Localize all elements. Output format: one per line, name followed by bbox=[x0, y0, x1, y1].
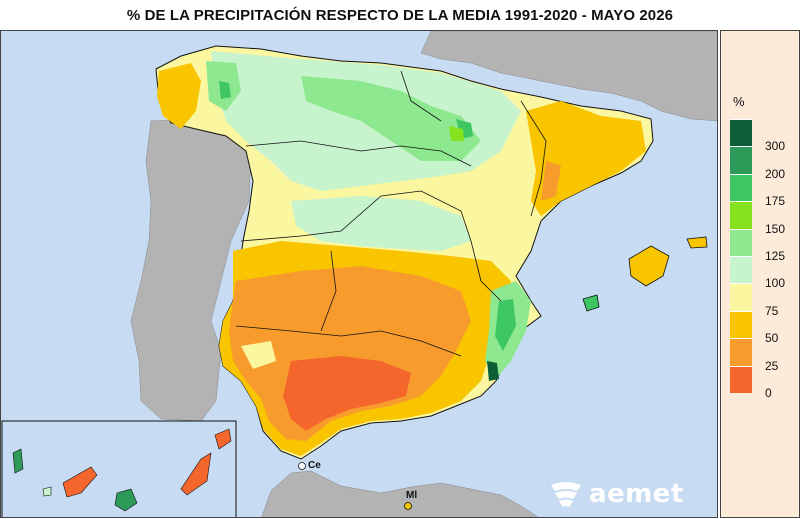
canary-lanzarote bbox=[214, 428, 232, 450]
canary-tenerife bbox=[62, 466, 98, 498]
legend-swatch bbox=[730, 228, 752, 256]
legend-swatch bbox=[730, 283, 752, 311]
legend-label: 75 bbox=[765, 303, 779, 318]
map-title: % DE LA PRECIPITACIÓN RESPECTO DE LA MED… bbox=[126, 6, 674, 24]
precipitation-map bbox=[1, 31, 717, 517]
region-borders bbox=[235, 70, 547, 357]
ceuta-label: Ce bbox=[308, 460, 321, 471]
galicia-core bbox=[219, 81, 231, 99]
legend: % 300 200 175 150 125 100 75 50 25 0 bbox=[720, 30, 800, 518]
legend-label: 100 bbox=[765, 276, 786, 291]
africa-land bbox=[261, 470, 539, 517]
melilla-label: Ml bbox=[406, 490, 418, 501]
legend-label: 300 bbox=[765, 139, 786, 154]
center-wet bbox=[291, 196, 471, 251]
legend-color-bar bbox=[730, 119, 752, 393]
aemet-logo: aemet bbox=[549, 477, 684, 511]
melilla-marker bbox=[404, 502, 412, 510]
mallorca bbox=[628, 245, 670, 287]
legend-label: 50 bbox=[765, 331, 779, 346]
legend-swatch bbox=[730, 119, 752, 147]
canary-gran-canaria bbox=[114, 488, 138, 512]
legend-swatch bbox=[730, 201, 752, 229]
canary-la-palma bbox=[12, 448, 24, 474]
legend-label: 150 bbox=[765, 221, 786, 236]
levante-wettest bbox=[487, 361, 499, 381]
ceuta-marker bbox=[298, 462, 306, 470]
legend-swatch bbox=[730, 310, 752, 339]
legend-swatch bbox=[730, 338, 752, 366]
south-driest-zone bbox=[283, 356, 411, 431]
legend-label: 125 bbox=[765, 249, 786, 263]
legend-label: 0 bbox=[765, 386, 772, 400]
andalusia-wet-spot bbox=[241, 341, 276, 369]
east-dry-core bbox=[541, 161, 561, 201]
legend-swatch bbox=[730, 146, 752, 174]
legend-swatch bbox=[730, 173, 752, 202]
canary-fuerteventura bbox=[180, 452, 212, 496]
aemet-logo-icon bbox=[551, 482, 581, 507]
legend-label: 175 bbox=[765, 194, 786, 209]
legend-label: 200 bbox=[765, 166, 786, 181]
aemet-logo-text: aemet bbox=[589, 479, 684, 509]
legend-label: 25 bbox=[765, 358, 779, 373]
north-wet-zone-2 bbox=[301, 76, 481, 161]
levante-wetter bbox=[495, 299, 516, 351]
legend-swatch bbox=[730, 255, 752, 284]
legend-swatch bbox=[730, 365, 752, 393]
legend-unit: % bbox=[733, 94, 745, 109]
ibiza bbox=[582, 294, 600, 312]
map-area: Ce Ml aemet bbox=[0, 30, 718, 518]
france-land bbox=[420, 31, 717, 122]
galicia-west-dry bbox=[157, 63, 201, 129]
navarra-wet bbox=[449, 126, 464, 141]
menorca bbox=[686, 236, 708, 249]
canary-gomera bbox=[42, 486, 52, 497]
